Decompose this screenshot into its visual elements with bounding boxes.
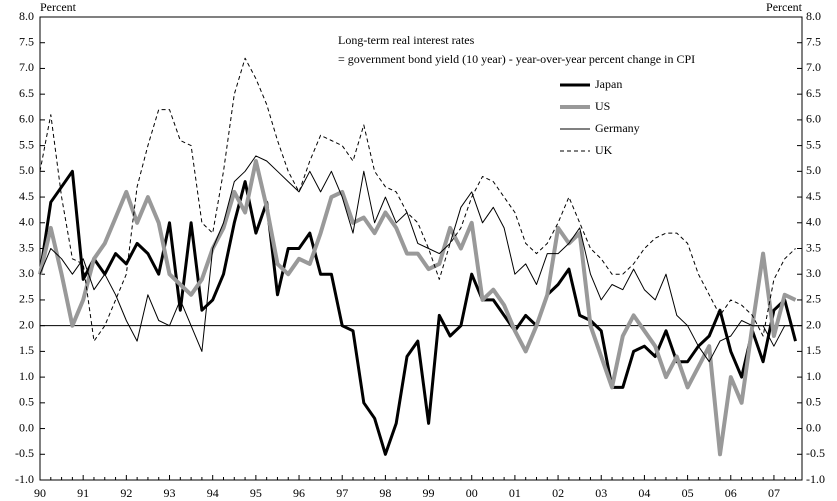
y-tick-label: 0.5	[19, 395, 34, 409]
y2-tick-label: 1.5	[806, 343, 821, 357]
x-tick-label: 00	[466, 486, 478, 500]
y-tick-label: 3.0	[19, 266, 34, 280]
y-tick-label: -1.0	[15, 472, 34, 486]
y-tick-label: -0.5	[15, 446, 34, 460]
x-tick-label: 06	[725, 486, 737, 500]
y2-tick-label: 7.5	[806, 34, 821, 48]
y-tick-label: 6.0	[19, 112, 34, 126]
y2-tick-label: 7.0	[806, 60, 821, 74]
y2-tick-label: 5.5	[806, 137, 821, 151]
x-tick-label: 91	[77, 486, 89, 500]
x-tick-label: 92	[120, 486, 132, 500]
x-tick-label: 02	[552, 486, 564, 500]
x-tick-label: 05	[682, 486, 694, 500]
y2-tick-label: 2.5	[806, 292, 821, 306]
y2-tick-label: 6.5	[806, 86, 821, 100]
y-tick-label: 3.5	[19, 240, 34, 254]
x-tick-label: 95	[250, 486, 262, 500]
x-tick-label: 98	[379, 486, 391, 500]
y2-tick-label: 3.5	[806, 240, 821, 254]
y2-tick-label: 1.0	[806, 369, 821, 383]
y2-tick-label: -0.5	[806, 446, 825, 460]
y-axis-label: Percent	[40, 0, 77, 14]
y-tick-label: 7.5	[19, 34, 34, 48]
y-tick-label: 0.0	[19, 420, 34, 434]
chart-title: Long-term real interest rates	[338, 33, 475, 47]
y-tick-label: 5.5	[19, 137, 34, 151]
y-tick-label: 8.0	[19, 9, 34, 23]
y-tick-label: 1.5	[19, 343, 34, 357]
y-tick-label: 5.0	[19, 163, 34, 177]
series-line	[38, 169, 797, 456]
y2-tick-label: 8.0	[806, 9, 821, 23]
plot-frame	[39, 16, 803, 481]
series-line	[38, 159, 797, 457]
y-tick-label: 1.0	[19, 369, 34, 383]
chart-subtitle: = government bond yield (10 year) - year…	[338, 52, 695, 66]
legend-label: Germany	[595, 121, 640, 135]
y2-axis-label: Percent	[766, 0, 803, 14]
y2-tick-label: 4.5	[806, 189, 821, 203]
x-tick-label: 99	[423, 486, 435, 500]
x-tick-label: 94	[207, 486, 219, 500]
x-tick-label: 04	[638, 486, 650, 500]
legend-label: UK	[595, 143, 613, 157]
y-tick-label: 7.0	[19, 60, 34, 74]
y2-tick-label: 6.0	[806, 112, 821, 126]
legend-label: Japan	[595, 77, 622, 91]
x-tick-label: 96	[293, 486, 305, 500]
series-line	[39, 57, 796, 342]
y-tick-label: 2.0	[19, 317, 34, 331]
y2-tick-label: -1.0	[806, 472, 825, 486]
x-tick-label: 97	[336, 486, 348, 500]
y2-tick-label: 4.0	[806, 215, 821, 229]
y-tick-label: 4.5	[19, 189, 34, 203]
y2-tick-label: 2.0	[806, 317, 821, 331]
legend-label: US	[595, 99, 610, 113]
x-tick-label: 07	[768, 486, 780, 500]
y2-tick-label: 0.5	[806, 395, 821, 409]
y2-tick-label: 0.0	[806, 420, 821, 434]
y-tick-label: 4.0	[19, 215, 34, 229]
series-line	[39, 155, 796, 363]
x-tick-label: 93	[164, 486, 176, 500]
x-tick-label: 90	[34, 486, 46, 500]
y-tick-label: 2.5	[19, 292, 34, 306]
y2-tick-label: 5.0	[806, 163, 821, 177]
x-tick-label: 01	[509, 486, 521, 500]
x-tick-label: 03	[595, 486, 607, 500]
y2-tick-label: 3.0	[806, 266, 821, 280]
y-tick-label: 6.5	[19, 86, 34, 100]
